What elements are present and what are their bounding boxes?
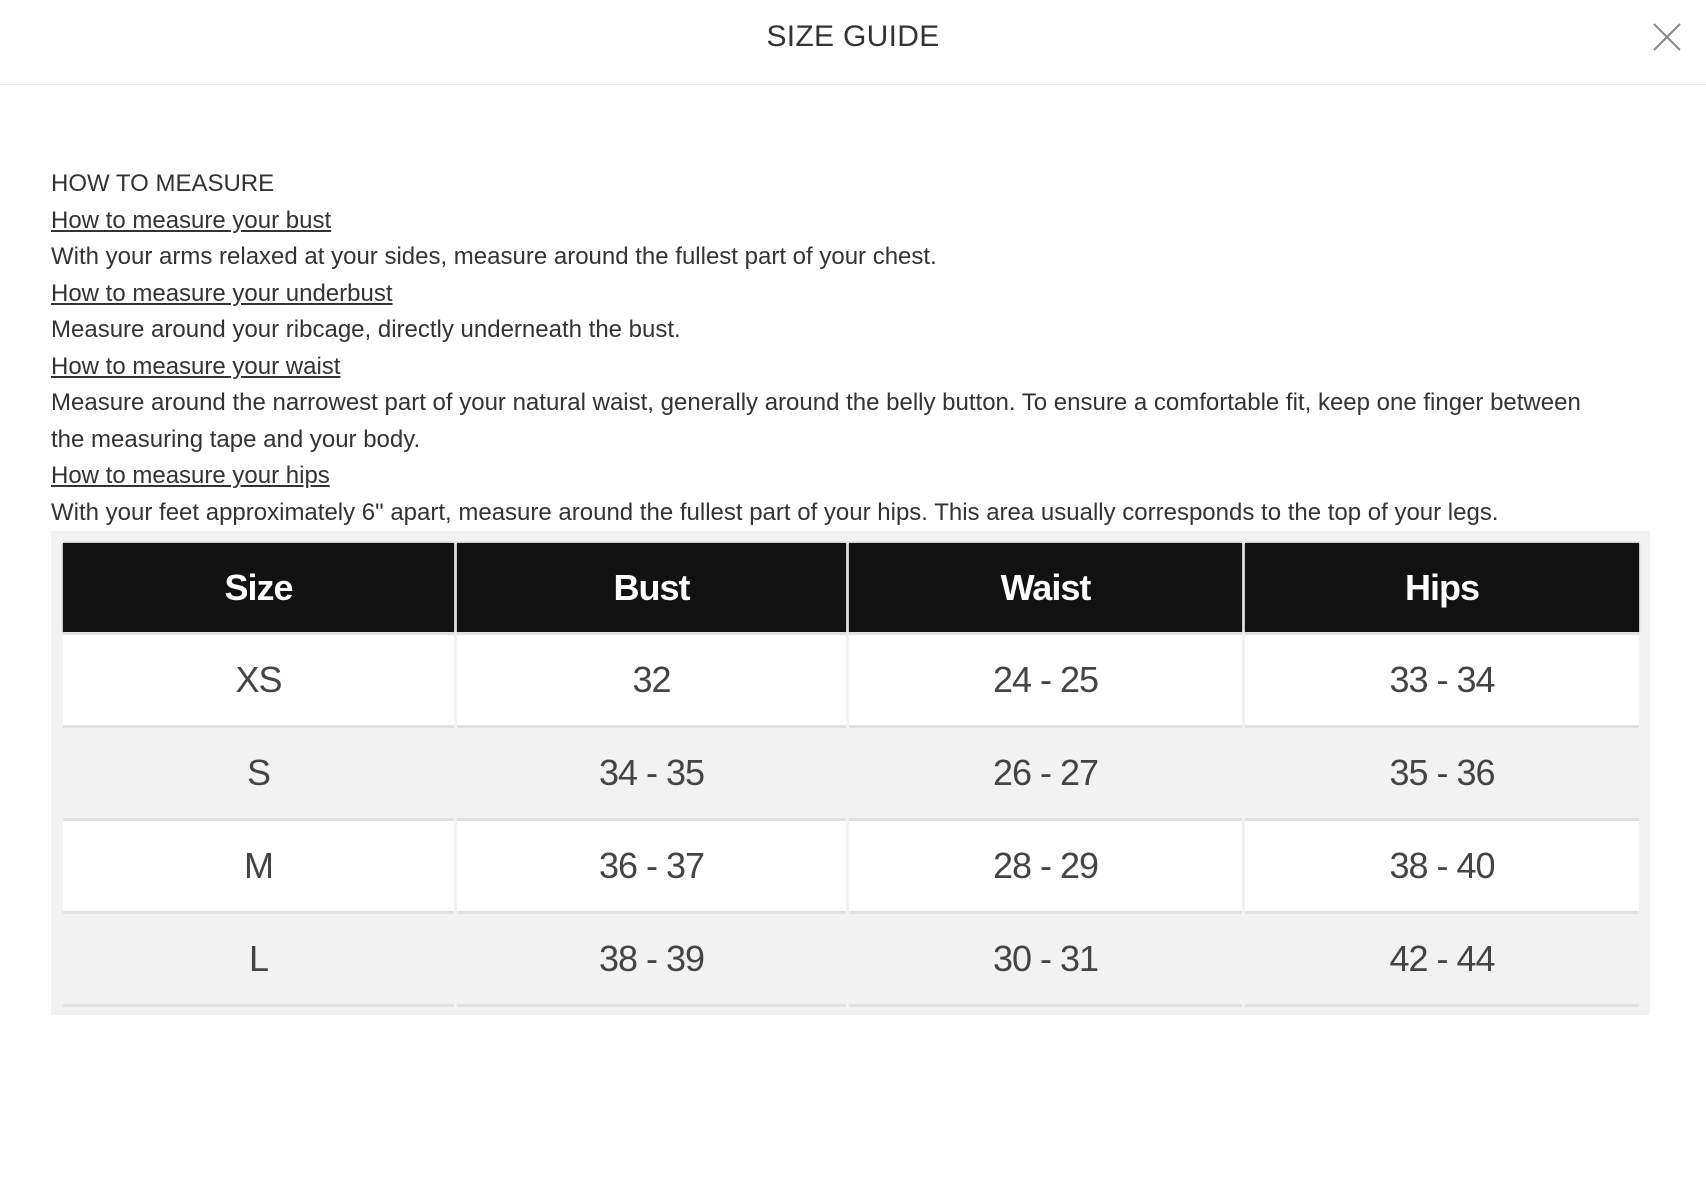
- link-underbust[interactable]: How to measure your underbust: [51, 279, 393, 307]
- cell-size: M: [63, 818, 454, 911]
- how-to-measure-section: HOW TO MEASURE How to measure your bust …: [51, 166, 1671, 531]
- cell-bust: 34 - 35: [457, 725, 846, 818]
- header-waist: Waist: [849, 543, 1242, 632]
- cell-size: S: [63, 725, 454, 818]
- waist-description: Measure around the narrowest part of you…: [51, 389, 1581, 453]
- cell-size: L: [63, 911, 454, 1007]
- modal-title: SIZE GUIDE: [766, 20, 940, 53]
- size-table: Size Bust Waist Hips XS 32 24 - 25 33 - …: [60, 543, 1642, 1007]
- table-row: M 36 - 37 28 - 29 38 - 40: [63, 818, 1639, 911]
- link-hips[interactable]: How to measure your hips: [51, 462, 330, 489]
- size-chart: Size Bust Waist Hips XS 32 24 - 25 33 - …: [51, 531, 1650, 1015]
- header-hips: Hips: [1245, 543, 1639, 632]
- cell-bust: 36 - 37: [457, 818, 846, 911]
- cell-waist: 24 - 25: [849, 632, 1242, 725]
- cell-waist: 30 - 31: [849, 911, 1242, 1007]
- section-heading: HOW TO MEASURE: [51, 170, 275, 197]
- header-bust: Bust: [457, 543, 846, 632]
- table-header-row: Size Bust Waist Hips: [63, 543, 1639, 632]
- close-icon[interactable]: [1652, 22, 1682, 52]
- modal-header: SIZE GUIDE: [0, 0, 1706, 85]
- hips-description: With your feet approximately 6" apart, m…: [51, 498, 1499, 526]
- table-row: S 34 - 35 26 - 27 35 - 36: [63, 725, 1639, 818]
- cell-hips: 33 - 34: [1245, 632, 1639, 725]
- cell-hips: 42 - 44: [1245, 911, 1639, 1007]
- table-row: L 38 - 39 30 - 31 42 - 44: [63, 911, 1639, 1007]
- table-row: XS 32 24 - 25 33 - 34: [63, 632, 1639, 725]
- link-waist[interactable]: How to measure your waist: [51, 352, 341, 380]
- cell-hips: 35 - 36: [1245, 725, 1639, 818]
- cell-bust: 38 - 39: [457, 911, 846, 1007]
- cell-bust: 32: [457, 632, 846, 725]
- underbust-description: Measure around your ribcage, directly un…: [51, 316, 681, 343]
- header-size: Size: [63, 543, 454, 632]
- cell-size: XS: [63, 632, 454, 725]
- cell-hips: 38 - 40: [1245, 818, 1639, 911]
- bust-description: With your arms relaxed at your sides, me…: [51, 243, 937, 270]
- link-bust[interactable]: How to measure your bust: [51, 206, 332, 234]
- cell-waist: 26 - 27: [849, 725, 1242, 818]
- cell-waist: 28 - 29: [849, 818, 1242, 911]
